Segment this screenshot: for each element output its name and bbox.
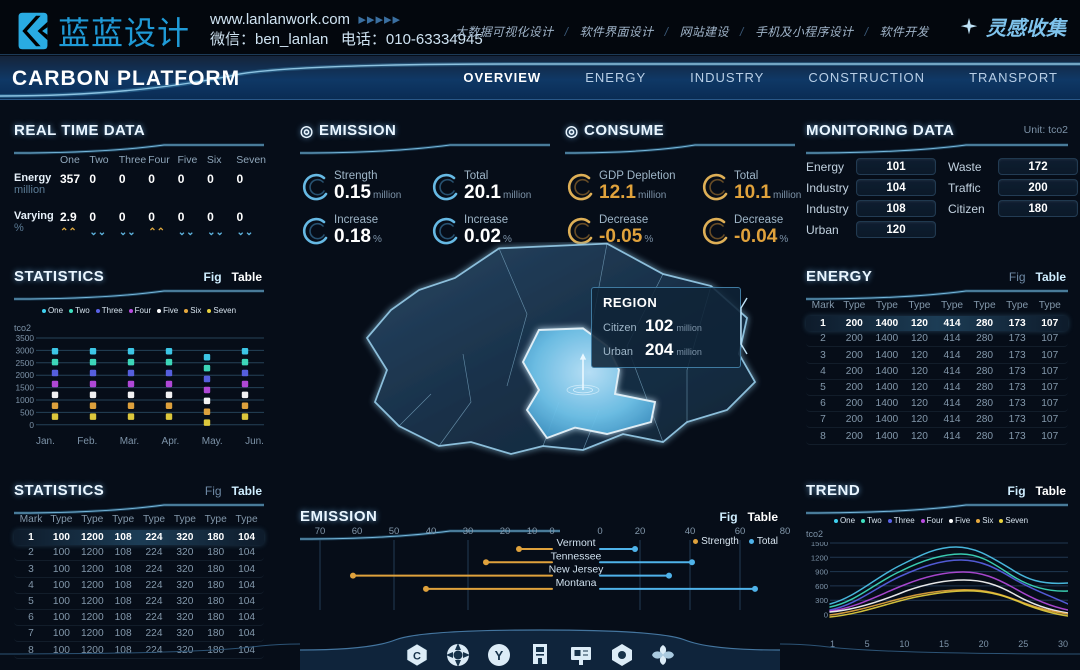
- svg-text:40: 40: [685, 526, 696, 537]
- svg-text:60: 60: [735, 526, 746, 537]
- svg-text:30: 30: [463, 526, 474, 537]
- svg-text:20: 20: [635, 526, 646, 537]
- svg-text:80: 80: [780, 526, 791, 537]
- svg-text:20: 20: [500, 526, 511, 537]
- svg-text:Vermont: Vermont: [556, 537, 595, 549]
- svg-text:50: 50: [389, 526, 400, 537]
- svg-text:900: 900: [815, 568, 828, 577]
- svg-text:New Jersey: New Jersey: [549, 564, 605, 576]
- svg-text:300: 300: [815, 596, 828, 605]
- svg-text:500: 500: [20, 407, 34, 417]
- svg-text:3500: 3500: [16, 334, 35, 343]
- svg-text:C: C: [413, 651, 421, 663]
- svg-text:Y: Y: [495, 648, 504, 663]
- svg-text:Montana: Montana: [556, 577, 597, 589]
- svg-text:1500: 1500: [16, 383, 35, 393]
- svg-text:3000: 3000: [16, 345, 35, 355]
- svg-text:0: 0: [824, 611, 828, 620]
- svg-text:60: 60: [352, 526, 363, 537]
- svg-text:1500: 1500: [811, 542, 828, 548]
- svg-text:1000: 1000: [16, 395, 35, 405]
- svg-text:Tennessee: Tennessee: [551, 550, 602, 562]
- svg-text:40: 40: [426, 526, 437, 537]
- svg-text:2000: 2000: [16, 370, 35, 380]
- svg-text:0: 0: [597, 526, 602, 537]
- svg-text:0: 0: [29, 420, 34, 430]
- svg-text:0: 0: [549, 526, 554, 537]
- svg-text:10: 10: [527, 526, 538, 537]
- svg-text:1200: 1200: [811, 553, 828, 562]
- svg-text:2500: 2500: [16, 358, 35, 368]
- svg-text:600: 600: [815, 582, 828, 591]
- svg-text:70: 70: [315, 526, 326, 537]
